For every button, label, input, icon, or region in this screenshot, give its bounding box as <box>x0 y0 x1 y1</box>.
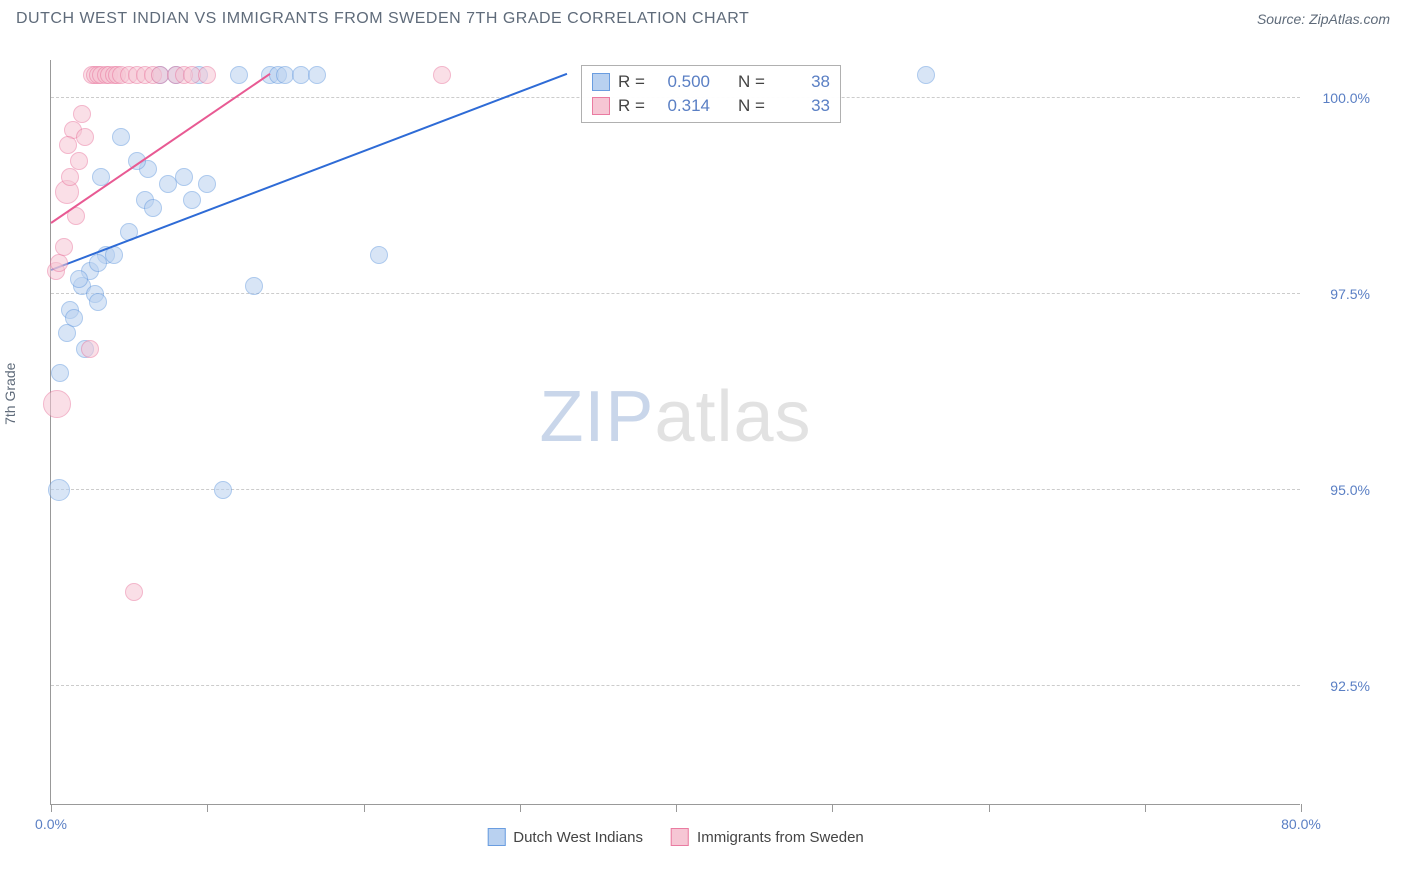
scatter-point <box>183 191 201 209</box>
legend-swatch <box>487 828 505 846</box>
watermark-zip: ZIP <box>539 377 654 457</box>
scatter-point <box>50 254 68 272</box>
scatter-point <box>70 270 88 288</box>
x-tick <box>207 804 208 812</box>
x-tick <box>676 804 677 812</box>
x-tick <box>1301 804 1302 812</box>
legend-item: Immigrants from Sweden <box>671 828 864 846</box>
scatter-point <box>917 66 935 84</box>
scatter-point <box>112 128 130 146</box>
legend-row: R =0.314N =33 <box>592 94 830 118</box>
legend-row: R =0.500N =38 <box>592 70 830 94</box>
scatter-point <box>65 309 83 327</box>
scatter-point <box>58 324 76 342</box>
scatter-point <box>48 479 70 501</box>
legend-swatch <box>592 97 610 115</box>
scatter-point <box>433 66 451 84</box>
legend-label: Dutch West Indians <box>513 829 643 846</box>
chart-container: 7th Grade ZIPatlas 92.5%95.0%97.5%100.0%… <box>40 40 1370 855</box>
y-axis-label: 7th Grade <box>2 362 18 424</box>
scatter-point <box>370 246 388 264</box>
scatter-point <box>89 293 107 311</box>
scatter-point <box>51 364 69 382</box>
gridline <box>51 293 1300 294</box>
scatter-point <box>61 168 79 186</box>
bottom-legend: Dutch West Indians Immigrants from Sweden <box>487 828 864 846</box>
watermark-atlas: atlas <box>654 377 811 457</box>
scatter-point <box>59 136 77 154</box>
scatter-point <box>43 390 71 418</box>
y-tick-label: 92.5% <box>1310 678 1370 694</box>
x-tick <box>520 804 521 812</box>
correlation-legend: R =0.500N =38R =0.314N =33 <box>581 65 841 123</box>
scatter-point <box>230 66 248 84</box>
x-tick <box>1145 804 1146 812</box>
plot-area: ZIPatlas 92.5%95.0%97.5%100.0%0.0%80.0%R… <box>50 60 1300 805</box>
y-tick-label: 97.5% <box>1310 286 1370 302</box>
scatter-point <box>214 481 232 499</box>
y-tick-label: 100.0% <box>1310 90 1370 106</box>
scatter-point <box>198 66 216 84</box>
scatter-point <box>70 152 88 170</box>
scatter-point <box>308 66 326 84</box>
scatter-point <box>76 128 94 146</box>
scatter-point <box>55 238 73 256</box>
gridline <box>51 489 1300 490</box>
legend-label: Immigrants from Sweden <box>697 829 864 846</box>
scatter-point <box>175 168 193 186</box>
x-tick <box>832 804 833 812</box>
trend-line <box>50 73 270 224</box>
legend-swatch <box>592 73 610 91</box>
scatter-point <box>144 199 162 217</box>
source-label: Source: ZipAtlas.com <box>1257 11 1390 27</box>
x-tick <box>364 804 365 812</box>
x-tick <box>51 804 52 812</box>
legend-swatch <box>671 828 689 846</box>
scatter-point <box>81 340 99 358</box>
watermark: ZIPatlas <box>539 376 811 458</box>
scatter-point <box>245 277 263 295</box>
scatter-point <box>198 175 216 193</box>
x-tick-label: 80.0% <box>1281 816 1321 832</box>
scatter-point <box>73 105 91 123</box>
x-tick <box>989 804 990 812</box>
gridline <box>51 685 1300 686</box>
y-tick-label: 95.0% <box>1310 482 1370 498</box>
trend-line <box>51 73 567 271</box>
chart-title: DUTCH WEST INDIAN VS IMMIGRANTS FROM SWE… <box>16 10 749 28</box>
legend-item: Dutch West Indians <box>487 828 643 846</box>
x-tick-label: 0.0% <box>35 816 67 832</box>
scatter-point <box>125 583 143 601</box>
